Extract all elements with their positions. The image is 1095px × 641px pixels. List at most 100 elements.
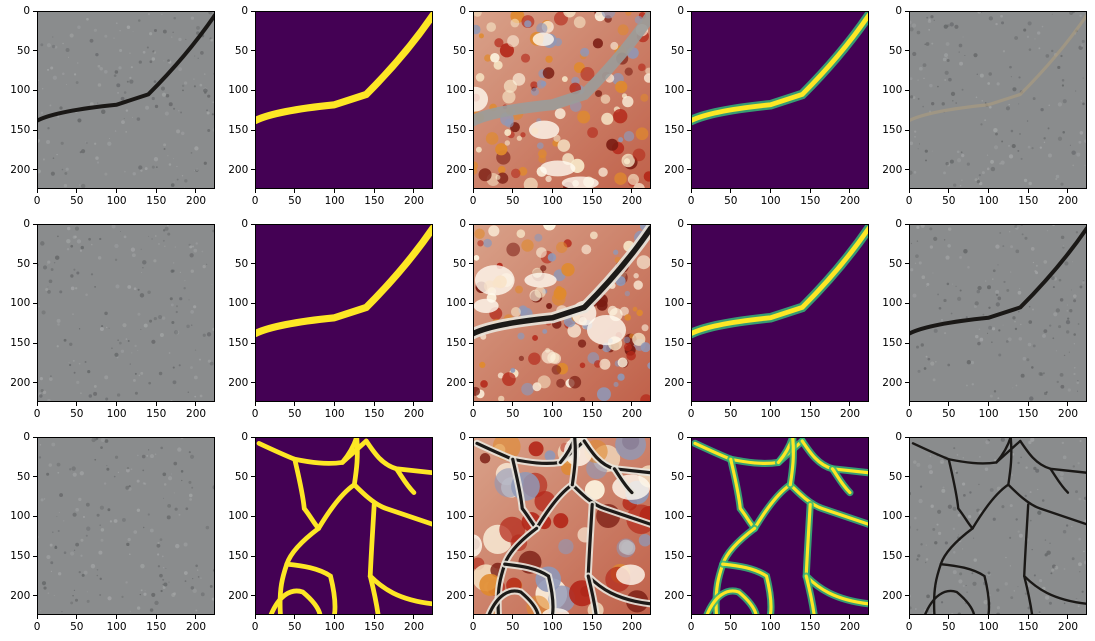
y-tick-mark [687, 555, 691, 557]
y-tick-label: 50 [234, 470, 249, 483]
x-tick-mark [115, 402, 117, 406]
heat-image [473, 437, 651, 615]
x-tick-mark [849, 402, 851, 406]
y-tick-label: 50 [670, 470, 685, 483]
x-tick-label: 200 [622, 408, 643, 420]
pred-crack [830, 467, 852, 495]
crack-line [923, 589, 976, 615]
x-tick-mark [512, 189, 514, 193]
y-tick-mark [251, 515, 255, 517]
x-tick-label: 200 [404, 408, 425, 420]
x-tick-label: 100 [324, 621, 345, 633]
x-tick-label: 50 [724, 621, 738, 633]
x-tick-label: 50 [506, 195, 520, 207]
panel-r0-c0-photo: 0 50 100 150 200 0 50 100 150 200 [10, 5, 215, 207]
y-tick-label: 0 [677, 218, 685, 230]
x-tick-mark [36, 615, 38, 619]
x-tick-mark [373, 615, 375, 619]
y-tick-label: 0 [23, 218, 31, 230]
panel-r0-c4-photo: 0 50 100 150 200 0 50 100 150 200 [882, 5, 1087, 207]
x-tick-label: 100 [106, 408, 127, 420]
x-tick-mark [1027, 402, 1029, 406]
y-tick-label: 0 [23, 431, 31, 443]
x-tick-mark [294, 189, 296, 193]
y-tick-label: 200 [882, 589, 903, 602]
panel-r2-c2-heat: 0 50 100 150 200 0 50 100 150 200 [446, 431, 651, 633]
x-tick-mark [551, 189, 553, 193]
x-tick-mark [76, 189, 78, 193]
y-tick-label: 200 [446, 376, 467, 389]
x-tick-mark [76, 615, 78, 619]
photo-image [909, 11, 1087, 189]
photo-image [909, 224, 1087, 402]
x-tick-mark [254, 615, 256, 619]
x-tick-label: 0 [251, 195, 259, 207]
y-tick-mark [905, 263, 909, 265]
panel-r1-c2-heat: 0 50 100 150 200 0 50 100 150 200 [446, 218, 651, 420]
y-tick-label: 150 [10, 337, 31, 350]
x-tick-mark [690, 402, 692, 406]
y-tick-mark [687, 595, 691, 597]
y-tick-label: 0 [459, 431, 467, 443]
y-tick-label: 0 [23, 5, 31, 17]
pred-crack [788, 437, 795, 487]
x-tick-label: 100 [760, 408, 781, 420]
x-tick-label: 0 [469, 408, 477, 420]
pred-image [691, 437, 869, 615]
x-tick-mark [730, 189, 732, 193]
x-tick-mark [512, 402, 514, 406]
y-tick-mark [469, 169, 473, 171]
y-tick-label: 0 [241, 218, 249, 230]
y-tick-mark [687, 382, 691, 384]
heat-crack [473, 11, 651, 127]
y-tick-label: 0 [459, 218, 467, 230]
y-tick-mark [469, 89, 473, 91]
y-tick-label: 100 [664, 510, 685, 523]
y-tick-mark [469, 382, 473, 384]
y-tick-mark [251, 50, 255, 52]
x-tick-mark [373, 189, 375, 193]
y-tick-label: 0 [677, 431, 685, 443]
panel-r0-c3-pred: 0 50 100 150 200 0 50 100 150 200 [664, 5, 869, 207]
x-tick-label: 50 [288, 195, 302, 207]
y-tick-mark [687, 10, 691, 12]
x-tick-mark [769, 402, 771, 406]
y-tick-mark [251, 89, 255, 91]
x-tick-label: 0 [251, 408, 259, 420]
heat-image [473, 11, 651, 189]
crack-line [1049, 467, 1070, 494]
crack-line [1023, 574, 1034, 615]
y-tick-label: 100 [228, 297, 249, 310]
y-tick-label: 50 [888, 257, 903, 270]
pred-crack [691, 12, 869, 124]
y-tick-mark [251, 263, 255, 265]
x-tick-label: 100 [760, 195, 781, 207]
y-tick-mark [33, 263, 37, 265]
y-tick-mark [905, 595, 909, 597]
y-tick-label: 150 [664, 337, 685, 350]
mask-image [255, 224, 433, 402]
heat-crack [503, 562, 555, 615]
y-tick-label: 50 [234, 257, 249, 270]
x-tick-mark [948, 402, 950, 406]
x-tick-label: 50 [506, 408, 520, 420]
panel-r2-c1-mask: 0 50 100 150 200 0 50 100 150 200 [228, 431, 433, 633]
panel-r0-c2-heat: 0 50 100 150 200 0 50 100 150 200 [446, 5, 651, 207]
y-tick-label: 100 [882, 84, 903, 97]
y-tick-label: 0 [241, 431, 249, 443]
panel-r1-c4-photo: 0 50 100 150 200 0 50 100 150 200 [882, 218, 1087, 420]
pred-crack [691, 225, 869, 337]
y-tick-mark [469, 476, 473, 478]
x-tick-label: 0 [687, 195, 695, 207]
x-tick-mark [551, 402, 553, 406]
x-tick-mark [987, 402, 989, 406]
y-tick-mark [687, 476, 691, 478]
y-tick-label: 50 [16, 470, 31, 483]
x-tick-mark [769, 189, 771, 193]
y-tick-label: 200 [882, 163, 903, 176]
x-tick-label: 200 [186, 621, 207, 633]
y-tick-mark [905, 50, 909, 52]
x-tick-label: 50 [942, 195, 956, 207]
x-tick-label: 0 [33, 408, 41, 420]
y-tick-label: 200 [664, 163, 685, 176]
